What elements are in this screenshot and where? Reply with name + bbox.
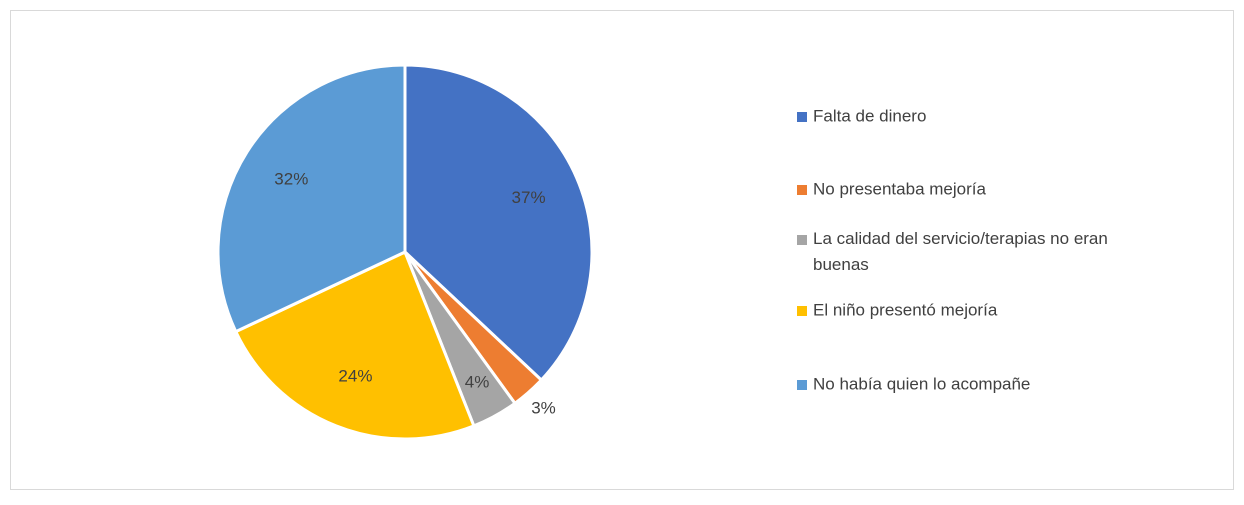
chart-border <box>10 10 1234 490</box>
legend-swatch <box>797 112 807 122</box>
legend-label-line: La calidad del servicio/terapias no eran <box>813 229 1108 248</box>
legend-swatch <box>797 185 807 195</box>
legend-swatch <box>797 306 807 316</box>
legend-label-line: buenas <box>813 255 869 274</box>
legend-label: La calidad del servicio/terapias no eran… <box>813 229 1108 274</box>
legend-label: El niño presentó mejoría <box>813 300 998 319</box>
data-label: 37% <box>512 188 546 207</box>
data-label: 24% <box>338 367 372 386</box>
pie-slice <box>216 63 407 334</box>
legend-label: No presentaba mejoría <box>813 179 986 198</box>
data-label: 3% <box>531 399 556 418</box>
pie-slice <box>233 249 476 441</box>
legend-label: Falta de dinero <box>813 106 926 125</box>
pie-slice <box>403 63 594 383</box>
data-label: 4% <box>465 373 490 392</box>
legend-swatch <box>797 380 807 390</box>
data-label: 32% <box>274 169 308 188</box>
legend-label: No había quien lo acompañe <box>813 374 1030 393</box>
legend-swatch <box>797 235 807 245</box>
